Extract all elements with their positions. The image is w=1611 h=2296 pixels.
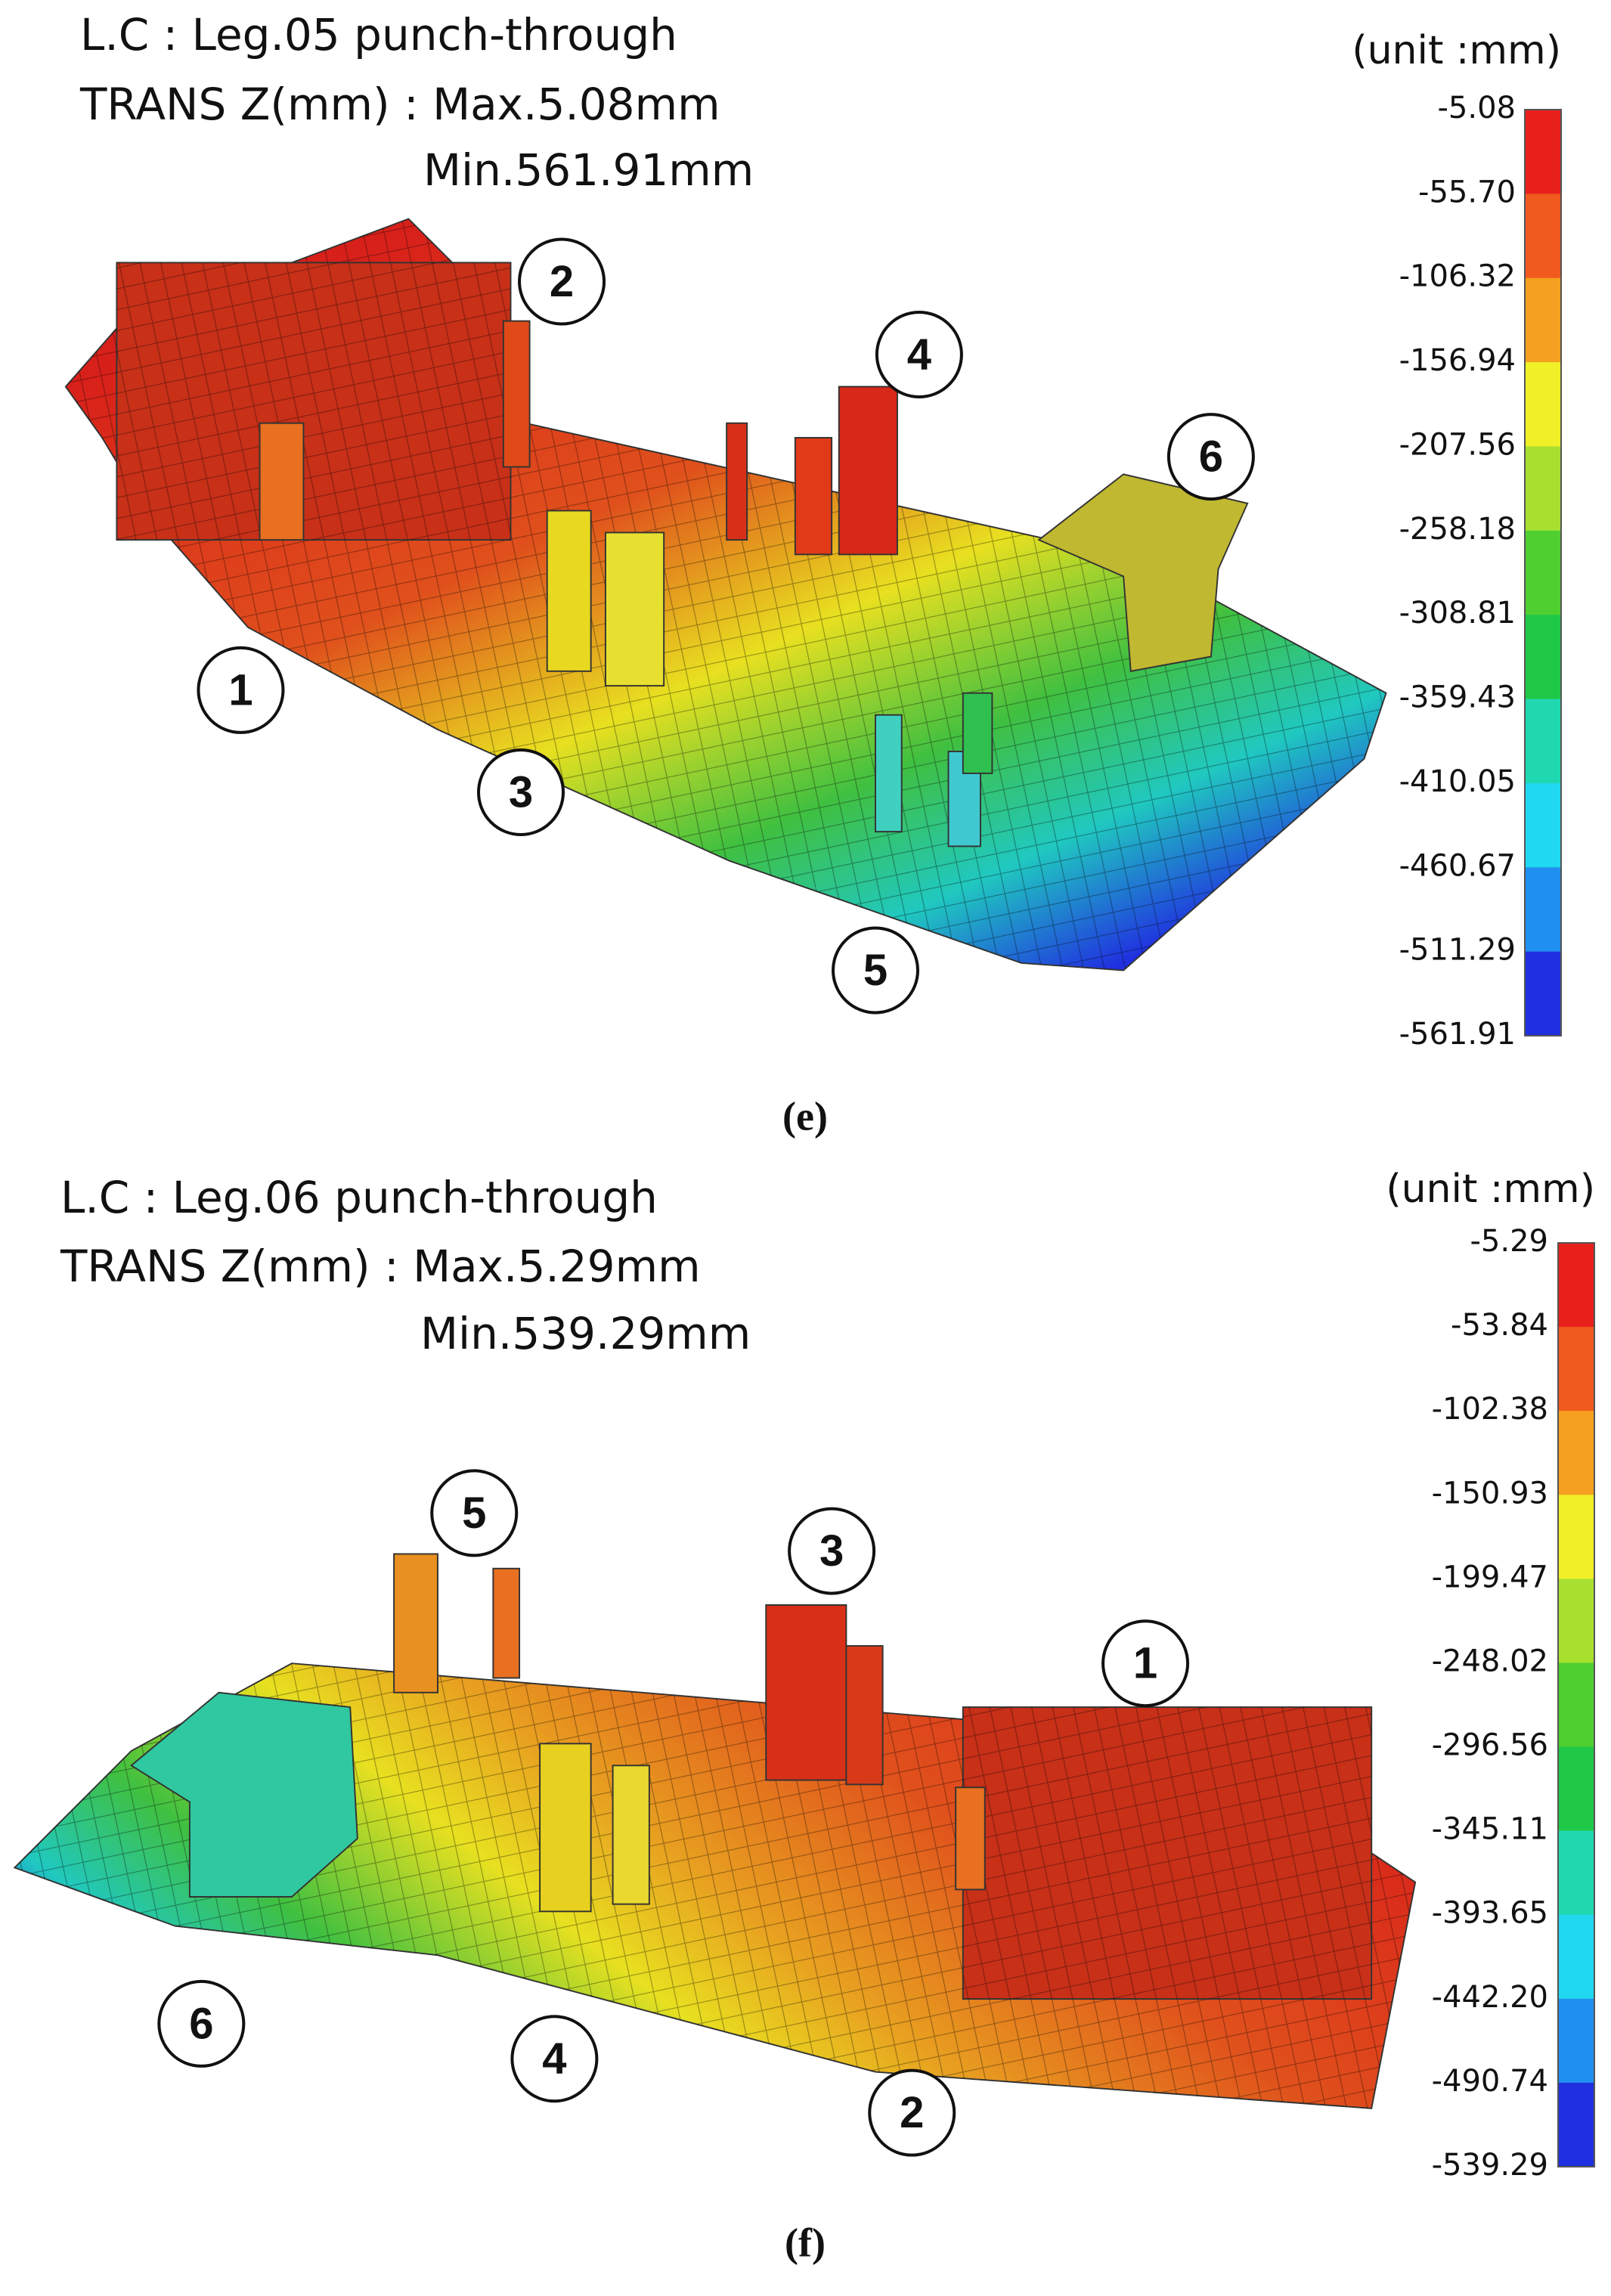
colorbar-label: -150.93 <box>1432 1476 1548 1511</box>
colorbar-label: -345.11 <box>1432 1812 1548 1847</box>
colorbar-label: -207.56 <box>1399 427 1516 462</box>
colorbar-label: -296.56 <box>1432 1728 1548 1763</box>
colorbar-band <box>1525 446 1561 531</box>
colorbar-label: -106.32 <box>1399 259 1516 294</box>
leg-number: 5 <box>863 946 888 995</box>
colorbar-band <box>1525 277 1561 363</box>
colorbar-band <box>1558 1830 1594 1916</box>
colorbar-label: -490.74 <box>1432 2064 1548 2099</box>
colorbar-band <box>1558 1411 1594 1495</box>
unit-label: (unit :mm) <box>1352 28 1561 73</box>
ship-model-f <box>13 1553 1417 2109</box>
colorbar-label: -393.65 <box>1432 1896 1548 1931</box>
leg-number: 4 <box>907 330 931 379</box>
colorbar-label: -156.94 <box>1399 343 1516 378</box>
colorbar-label: -199.47 <box>1432 1560 1548 1594</box>
leg-marker <box>875 310 963 398</box>
colorbar-label: -511.29 <box>1399 933 1516 968</box>
colorbar-label: -410.05 <box>1399 764 1516 799</box>
trans-max: TRANS Z(mm) : Max.5.08mm <box>79 79 720 130</box>
colorbar-band <box>1525 615 1561 700</box>
caption: (f) <box>785 2220 826 2265</box>
colorbar-band <box>1558 1327 1594 1411</box>
colorbar-band <box>1558 1243 1594 1328</box>
colorbar-band <box>1558 2082 1594 2167</box>
leg-number: 3 <box>509 767 533 816</box>
colorbar-band <box>1525 951 1561 1036</box>
leg-marker <box>510 2015 599 2103</box>
colorbar-label: -55.70 <box>1418 175 1516 209</box>
leg-marker <box>430 1469 519 1557</box>
colorbar-band <box>1558 1662 1594 1748</box>
load-case-title: L.C : Leg.05 punch-through <box>80 9 677 60</box>
colorbar-band <box>1558 1746 1594 1832</box>
colorbar-band <box>1525 699 1561 784</box>
leg-marker <box>1101 1619 1190 1708</box>
load-case-title: L.C : Leg.06 punch-through <box>60 1172 658 1223</box>
trans-min: Min.539.29mm <box>420 1308 751 1359</box>
colorbar-label: -539.29 <box>1432 2148 1548 2183</box>
leg-marker <box>788 1507 876 1595</box>
leg-number: 1 <box>1133 1639 1157 1688</box>
leg-marker <box>157 1979 246 2068</box>
colorbar-band <box>1558 1495 1594 1579</box>
ship-model-e <box>64 218 1387 971</box>
colorbar-band <box>1525 782 1561 868</box>
leg-number: 6 <box>189 1999 213 2048</box>
colorbar-band <box>1558 1914 1594 2000</box>
colorbar-label: -5.29 <box>1470 1224 1549 1259</box>
unit-label: (unit :mm) <box>1386 1167 1595 1212</box>
leg-number: 5 <box>462 1489 486 1538</box>
leg-marker <box>1166 413 1255 501</box>
leg-number: 2 <box>550 257 574 306</box>
leg-marker <box>832 926 919 1015</box>
colorbar-label: -53.84 <box>1451 1308 1548 1343</box>
leg-marker <box>477 748 565 836</box>
leg-number: 4 <box>542 2034 566 2084</box>
leg-number: 3 <box>819 1526 844 1576</box>
colorbar-band <box>1558 1579 1594 1663</box>
leg-marker <box>197 646 285 734</box>
colorbar-label: -248.02 <box>1432 1644 1548 1678</box>
leg-number: 2 <box>900 2088 924 2137</box>
colorbar-label: -359.43 <box>1399 680 1516 715</box>
trans-min: Min.561.91mm <box>423 144 754 196</box>
colorbar-label: -561.91 <box>1399 1017 1516 1052</box>
trans-max: TRANS Z(mm) : Max.5.29mm <box>60 1241 701 1292</box>
colorbar-label: -258.18 <box>1399 512 1516 547</box>
colorbar-label: -442.20 <box>1432 1980 1548 2015</box>
colorbar-label: -102.38 <box>1432 1392 1548 1427</box>
colorbar-band <box>1525 110 1561 194</box>
colorbar-band <box>1525 867 1561 953</box>
leg-marker <box>518 237 606 326</box>
colorbar-band <box>1558 1998 1594 2084</box>
colorbar-band <box>1525 362 1561 447</box>
colorbar-band <box>1525 194 1561 279</box>
leg-number: 1 <box>228 665 252 714</box>
colorbar-frame <box>1524 109 1562 1036</box>
colorbar-label: -5.08 <box>1438 91 1517 125</box>
leg-number: 6 <box>1199 432 1223 482</box>
leg-marker <box>868 2068 956 2157</box>
colorbar-label: -308.81 <box>1399 596 1516 631</box>
caption: (e) <box>782 1093 828 1139</box>
colorbar-band <box>1525 530 1561 615</box>
colorbar-frame <box>1557 1242 1595 2167</box>
colorbar-label: -460.67 <box>1399 848 1516 883</box>
